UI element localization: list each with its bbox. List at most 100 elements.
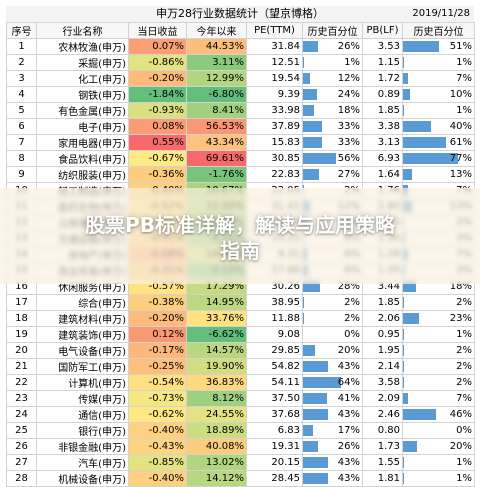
daily-return: -0.25%	[128, 358, 187, 375]
pe-percentile-cell: 33%	[302, 134, 363, 151]
pe-percentile-label: 43%	[337, 409, 360, 420]
daily-return: -0.20%	[128, 310, 187, 327]
pb-percentile-cell: 2%	[402, 294, 475, 311]
pe-ttm: 33.98	[246, 102, 303, 119]
pb-percentile-cell: 1%	[402, 454, 475, 471]
pe-percentile-cell: 64%	[302, 374, 363, 391]
daily-return: 0.55%	[128, 134, 187, 151]
pb-percentile-fill	[403, 361, 405, 372]
pb-percentile-label: 40%	[449, 121, 472, 132]
pe-percentile-bar: 43%	[303, 472, 362, 485]
pb-lf: 1.81	[362, 470, 403, 487]
pb-percentile-bar: 77%	[403, 152, 474, 165]
row-index: 26	[6, 438, 37, 455]
pb-percentile-bar: 2%	[403, 360, 474, 373]
pb-percentile-label: 10%	[449, 89, 472, 100]
pb-percentile-fill	[403, 281, 416, 292]
pe-percentile-cell: 43%	[302, 454, 363, 471]
pb-lf: 2.06	[362, 310, 403, 327]
pb-percentile-cell: 1%	[402, 102, 475, 119]
industry-name: 有色金属(申万)	[36, 102, 129, 119]
daily-return: 0.07%	[128, 38, 187, 55]
pe-percentile-label: 18%	[337, 105, 360, 116]
pe-ttm: 19.31	[246, 438, 303, 455]
pe-percentile-bar: 56%	[303, 152, 362, 165]
row-index: 27	[6, 454, 37, 471]
industry-name: 钢铁(申万)	[36, 86, 129, 103]
row-index: 25	[6, 422, 37, 439]
pe-percentile-fill	[303, 41, 319, 52]
pb-percentile-label: 1%	[456, 457, 472, 468]
pe-ttm: 37.50	[246, 390, 303, 407]
table-row: 9 纺织服装(申万) -0.36% -1.76% 22.83 27% 1.64 13%	[6, 166, 475, 183]
pe-percentile-fill	[303, 457, 329, 468]
pe-percentile-label: 17%	[337, 425, 360, 436]
pb-percentile-bar: 18%	[403, 280, 474, 293]
pb-lf: 3.53	[362, 38, 403, 55]
row-index: 20	[6, 342, 37, 359]
industry-name: 综合(申万)	[36, 294, 129, 311]
table-row: 4 钢铁(申万) -1.84% -6.80% 9.39 24% 0.89 10%	[6, 86, 475, 103]
pe-percentile-cell: 17%	[302, 422, 363, 439]
pb-percentile-label: 13%	[449, 169, 472, 180]
pe-ttm: 19.54	[246, 70, 303, 87]
row-index: 5	[6, 102, 37, 119]
daily-return: 0.12%	[128, 326, 187, 343]
pe-percentile-bar: 24%	[303, 88, 362, 101]
pb-percentile-cell: 1%	[402, 54, 475, 71]
pe-percentile-cell: 41%	[302, 390, 363, 407]
pb-percentile-bar: 0%	[404, 424, 474, 437]
pe-percentile-cell: 43%	[302, 358, 363, 375]
daily-return: -0.38%	[128, 294, 187, 311]
pe-percentile-fill	[303, 377, 341, 388]
industry-name: 建筑装饰(申万)	[36, 326, 129, 343]
table-row: 28 机械设备(申万) -0.40% 14.12% 28.45 43% 1.81 1%	[6, 470, 475, 487]
pe-percentile-label: 2%	[344, 313, 360, 324]
pb-percentile-cell: 40%	[402, 118, 475, 135]
pb-percentile-bar: 61%	[403, 136, 474, 149]
pe-percentile-fill	[303, 121, 323, 132]
ytd-return: 8.12%	[186, 390, 247, 407]
row-index: 17	[6, 294, 37, 311]
pb-percentile-label: 23%	[449, 313, 472, 324]
pb-percentile-fill	[403, 137, 447, 148]
pb-percentile-fill	[403, 457, 404, 468]
pe-ttm: 11.88	[246, 310, 303, 327]
pe-percentile-bar: 43%	[303, 408, 362, 421]
row-index: 8	[6, 150, 37, 167]
table-row: 20 电气设备(申万) -0.17% 14.57% 29.85 20% 1.95 2%	[6, 342, 475, 359]
daily-return: -0.93%	[128, 102, 187, 119]
pb-percentile-bar: 46%	[403, 408, 474, 421]
pe-ttm: 9.08	[246, 326, 303, 343]
pe-percentile-fill	[303, 473, 329, 484]
pe-percentile-bar: 26%	[303, 440, 362, 453]
ytd-return: -1.76%	[186, 166, 247, 183]
pb-lf: 0.95	[362, 326, 403, 343]
pb-percentile-fill	[403, 313, 420, 324]
table-row: 3 化工(申万) -0.20% 12.99% 19.54 12% 1.72 7%	[6, 70, 475, 87]
sheet-header: 申万28行业数据统计（望京博格） 2019/11/28	[6, 6, 474, 23]
pe-percentile-bar: 18%	[303, 104, 362, 117]
ytd-return: 8.41%	[186, 102, 247, 119]
banner-blur	[0, 188, 480, 284]
pe-percentile-bar: 0%	[304, 328, 362, 341]
pe-percentile-label: 43%	[337, 361, 360, 372]
daily-return: -0.40%	[128, 470, 187, 487]
col-header: 历史百分位	[402, 22, 475, 39]
pb-percentile-cell: 23%	[402, 310, 475, 327]
banner-text: 股票PB标准详解，解读与应用策略 指南	[0, 212, 480, 264]
daily-return: 0.08%	[128, 118, 187, 135]
daily-return: -0.17%	[128, 342, 187, 359]
row-index: 2	[6, 54, 37, 71]
industry-name: 采掘(申万)	[36, 54, 129, 71]
pe-percentile-fill	[303, 105, 314, 116]
col-header: PB(LF)	[362, 22, 403, 39]
daily-return: -0.43%	[128, 438, 187, 455]
pe-percentile-fill	[303, 281, 320, 292]
pe-percentile-label: 27%	[337, 169, 360, 180]
pb-percentile-bar: 51%	[403, 40, 474, 53]
table-row: 6 电子(申万) 0.08% 56.53% 37.89 33% 3.38 40%	[6, 118, 475, 135]
pb-percentile-bar: 2%	[403, 344, 474, 357]
pb-percentile-fill	[403, 377, 405, 388]
pe-percentile-cell: 20%	[302, 342, 363, 359]
